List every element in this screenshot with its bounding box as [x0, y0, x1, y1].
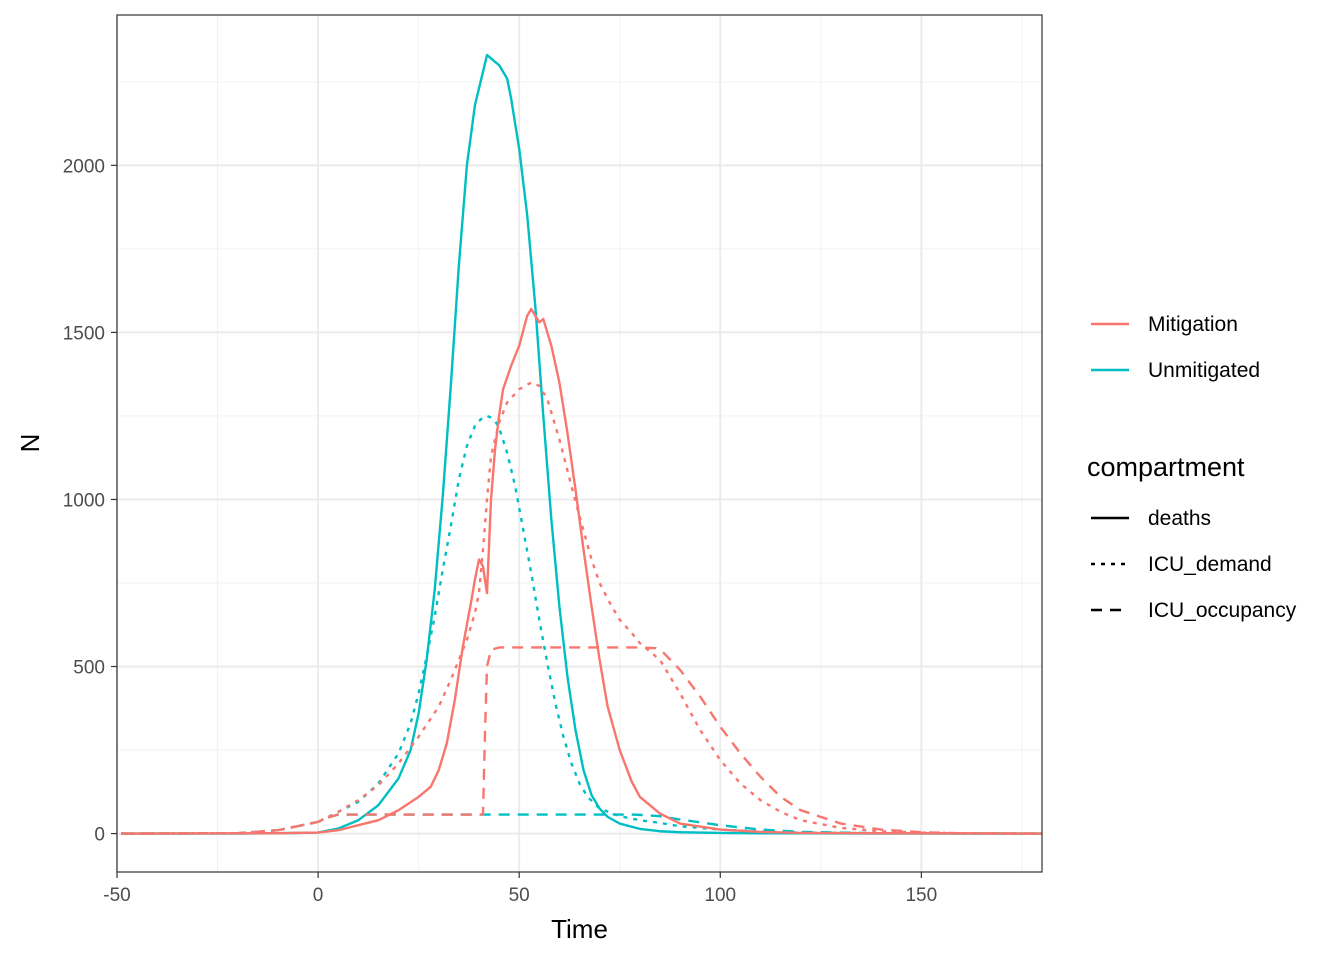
- series-line-mitigation-icu-demand: [121, 381, 1043, 835]
- legend-label-icu-demand: ICU_demand: [1148, 553, 1272, 576]
- plot-background: [117, 15, 1042, 872]
- legend-label-deaths: deaths: [1148, 507, 1211, 530]
- y-tick-label: 0: [94, 825, 105, 846]
- y-tick-label: 1500: [63, 323, 105, 344]
- x-axis-title: Time: [551, 914, 608, 944]
- linetype-legend: compartment deaths ICU_demand ICU_occupancy: [1087, 452, 1297, 622]
- series-line-mitigation-deaths: [121, 307, 1043, 835]
- legend-label-unmitigated: Unmitigated: [1148, 359, 1260, 382]
- plot-border: [116, 14, 1043, 873]
- x-tick-label: 150: [905, 885, 937, 906]
- x-axis: -50 0 50 100 150: [103, 872, 937, 906]
- y-tick-label: 2000: [63, 156, 105, 177]
- x-tick-label: 0: [313, 885, 324, 906]
- series-lines: [121, 53, 1043, 835]
- legend-label-mitigation: Mitigation: [1148, 313, 1238, 336]
- x-tick-label: -50: [103, 885, 130, 906]
- legend-title-compartment: compartment: [1087, 452, 1245, 482]
- series-line-unmitigated-icu-occupancy: [121, 813, 1043, 835]
- y-tick-label: 1000: [63, 490, 105, 511]
- y-axis-title: N: [15, 434, 45, 453]
- color-legend: Mitigation Unmitigated: [1091, 313, 1260, 382]
- x-tick-label: 50: [509, 885, 530, 906]
- x-tick-label: 100: [704, 885, 736, 906]
- y-tick-label: 500: [73, 658, 105, 679]
- y-axis: 0 500 1000 1500 2000: [63, 156, 117, 846]
- series-line-unmitigated-deaths: [121, 53, 1042, 835]
- legend-label-icu-occupancy: ICU_occupancy: [1148, 599, 1297, 622]
- series-line-mitigation-icu-occupancy: [121, 646, 1043, 835]
